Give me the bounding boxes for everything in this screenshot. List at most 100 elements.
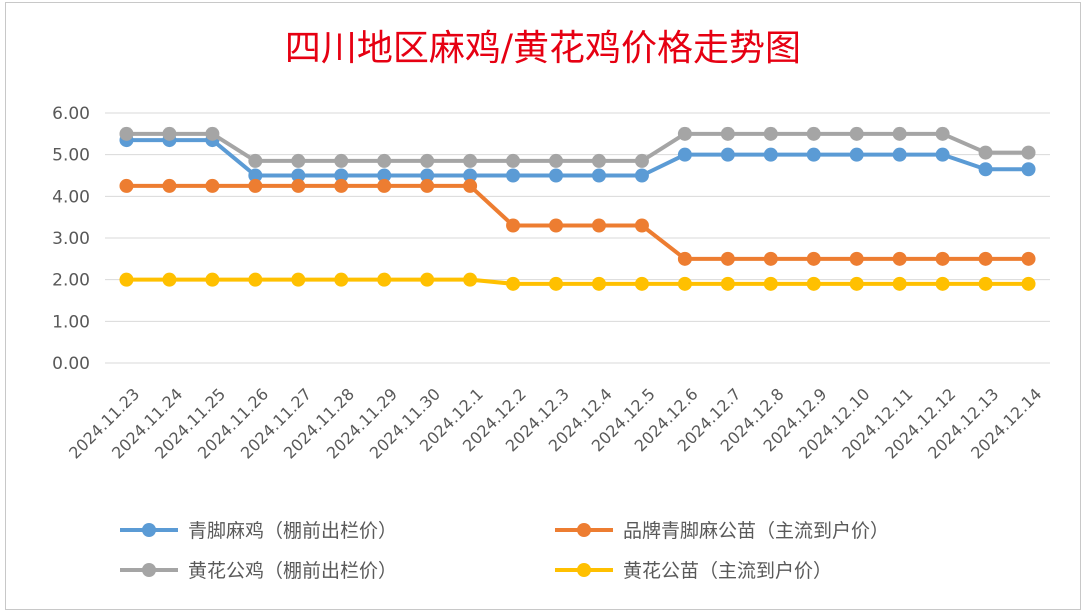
data-point (119, 126, 134, 141)
data-point (591, 218, 606, 233)
data-point (677, 147, 692, 162)
legend-item[interactable]: 黄花公苗（主流到户价） (555, 560, 832, 582)
legend-marker (577, 563, 591, 577)
legend-label: 品牌青脚麻公苗（主流到户价） (623, 520, 889, 542)
data-point (248, 168, 263, 183)
data-point (849, 276, 864, 291)
legend-item[interactable]: 黄花公鸡（棚前出栏价） (120, 560, 397, 582)
data-point (806, 126, 821, 141)
y-tick-label: 1.00 (52, 312, 90, 332)
data-point (377, 272, 392, 287)
data-point (549, 218, 564, 233)
legend-label: 黄花公鸡（棚前出栏价） (188, 560, 397, 582)
chart-title: 四川地区麻鸡/黄花鸡价格走势图 (285, 28, 801, 69)
legend-marker (577, 523, 591, 537)
data-point (892, 147, 907, 162)
data-point (720, 147, 735, 162)
data-point (248, 272, 263, 287)
data-point (506, 276, 521, 291)
data-point (591, 153, 606, 168)
data-point (1021, 145, 1036, 160)
legend-label: 青脚麻鸡（棚前出栏价） (188, 520, 397, 542)
y-tick-label: 5.00 (52, 146, 90, 166)
series-line (124, 131, 1031, 163)
data-point (892, 251, 907, 266)
data-point (935, 126, 950, 141)
data-point (763, 126, 778, 141)
chart-area[interactable] (5, 2, 1081, 610)
data-point (334, 178, 349, 193)
data-point (205, 126, 220, 141)
data-point (634, 153, 649, 168)
data-point (978, 276, 993, 291)
data-point (763, 276, 778, 291)
data-point (677, 126, 692, 141)
data-point (849, 126, 864, 141)
legend-marker (142, 523, 156, 537)
data-point (420, 168, 435, 183)
data-point (420, 178, 435, 193)
series-line (124, 138, 1031, 178)
data-point (463, 153, 478, 168)
data-point (334, 168, 349, 183)
data-point (849, 251, 864, 266)
data-point (420, 153, 435, 168)
legend-item[interactable]: 青脚麻鸡（棚前出栏价） (120, 520, 397, 542)
y-axis-ticks: 0.00 1.00 2.00 3.00 4.00 5.00 6.00 (52, 104, 90, 374)
data-point (806, 251, 821, 266)
data-point (162, 272, 177, 287)
data-point (205, 272, 220, 287)
data-point (291, 178, 306, 193)
series-line (124, 183, 1031, 261)
data-point (763, 251, 778, 266)
data-point (720, 276, 735, 291)
data-point (248, 153, 263, 168)
data-point (978, 251, 993, 266)
data-point (892, 276, 907, 291)
data-point (935, 147, 950, 162)
data-point (634, 218, 649, 233)
y-tick-label: 2.00 (52, 271, 90, 291)
data-point (806, 147, 821, 162)
data-point (291, 272, 306, 287)
data-point (591, 168, 606, 183)
legend-label: 黄花公苗（主流到户价） (623, 560, 832, 582)
data-point (334, 153, 349, 168)
y-tick-label: 0.00 (52, 354, 90, 374)
data-point (463, 178, 478, 193)
data-point (506, 168, 521, 183)
data-point (1021, 251, 1036, 266)
data-point (892, 126, 907, 141)
series-3 (119, 126, 1036, 168)
y-tick-label: 4.00 (52, 187, 90, 207)
data-point (377, 178, 392, 193)
data-point (334, 272, 349, 287)
data-point (549, 153, 564, 168)
series-4 (119, 272, 1036, 291)
data-point (1021, 276, 1036, 291)
data-point (162, 126, 177, 141)
y-tick-label: 6.00 (52, 104, 90, 124)
data-point (1021, 162, 1036, 177)
data-point (763, 147, 778, 162)
legend-marker (142, 563, 156, 577)
data-point (377, 153, 392, 168)
gridlines (105, 112, 1050, 364)
data-point (634, 168, 649, 183)
data-point (720, 126, 735, 141)
data-point (291, 153, 306, 168)
data-point (205, 178, 220, 193)
data-point (162, 178, 177, 193)
series-2 (119, 178, 1036, 266)
data-point (291, 168, 306, 183)
y-tick-label: 3.00 (52, 229, 90, 249)
data-point (463, 272, 478, 287)
series-line (124, 277, 1031, 286)
data-point (119, 178, 134, 193)
legend-item[interactable]: 品牌青脚麻公苗（主流到户价） (555, 520, 889, 542)
data-point (549, 168, 564, 183)
legend[interactable]: 青脚麻鸡（棚前出栏价） 品牌青脚麻公苗（主流到户价） 黄花公鸡（棚前出栏价） 黄花公苗… (120, 520, 889, 582)
data-point (420, 272, 435, 287)
data-point (677, 276, 692, 291)
data-point (506, 218, 521, 233)
